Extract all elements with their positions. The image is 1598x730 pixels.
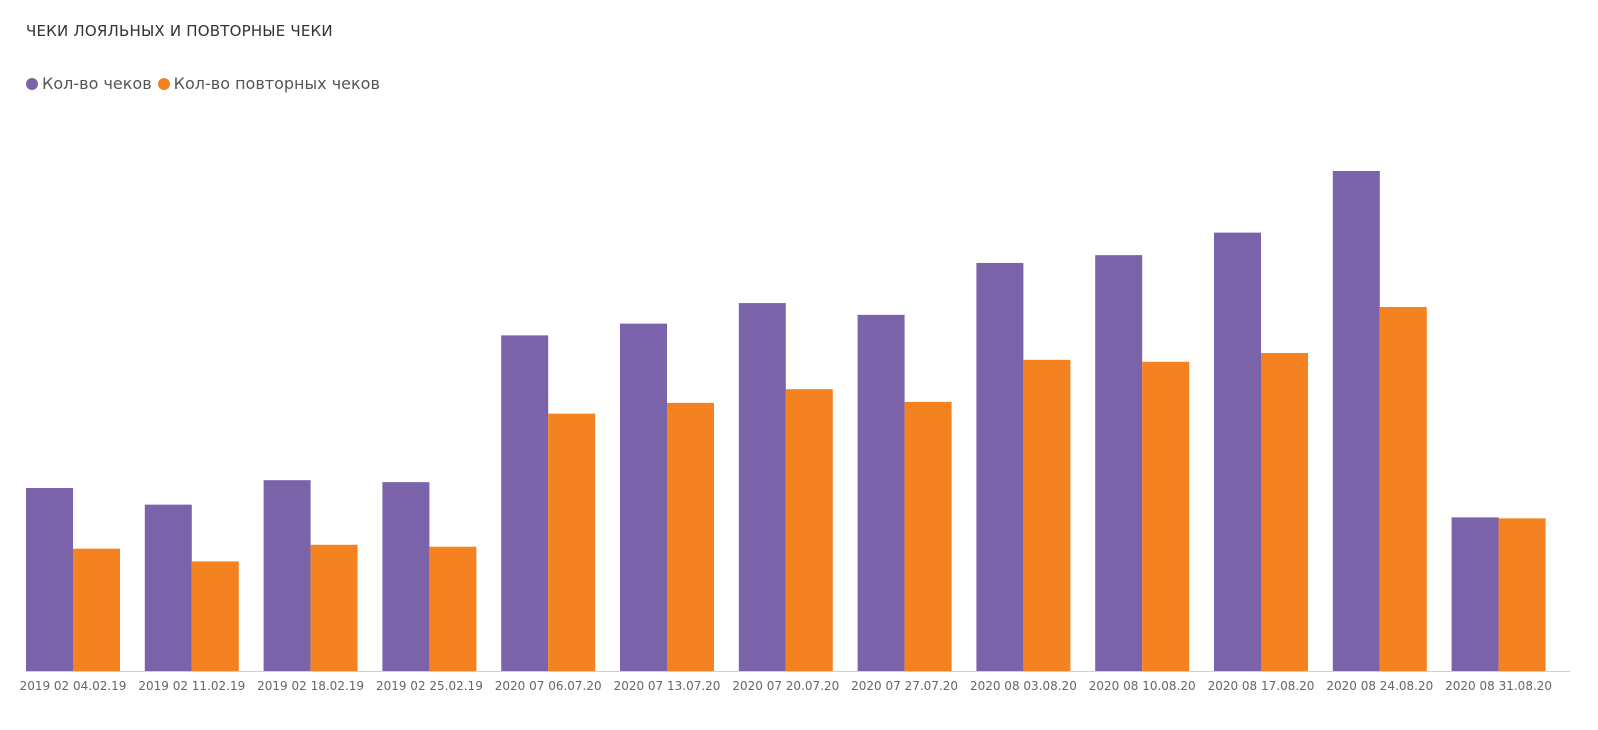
bar-series-1-11[interactable]: [1214, 232, 1261, 671]
x-tick-label: 2019 02 04.02.19: [20, 679, 127, 693]
bar-series-1-12[interactable]: [1332, 170, 1380, 671]
bar-series-2-6[interactable]: [667, 402, 714, 671]
x-tick-label: 2020 08 31.08.20: [1445, 679, 1552, 693]
bar-series-1-9[interactable]: [976, 262, 1024, 671]
x-tick-label: 2020 08 24.08.20: [1326, 679, 1433, 693]
legend-item-series-2[interactable]: Кол-во повторных чеков: [157, 74, 380, 93]
bar-series-1-7[interactable]: [738, 303, 786, 671]
legend-swatch-series-1: [26, 77, 38, 90]
x-tick-label: 2020 08 03.08.20: [970, 679, 1077, 693]
bar-series-2-4[interactable]: [429, 546, 477, 671]
bars-layer: [26, 170, 1546, 671]
bar-series-1-2[interactable]: [144, 504, 192, 671]
x-tick-label: 2020 07 27.07.20: [851, 679, 958, 693]
legend-swatch-series-2: [157, 77, 170, 90]
x-tick-label: 2019 02 25.02.19: [376, 679, 483, 693]
bar-series-2-5[interactable]: [548, 413, 596, 671]
bar-series-1-8[interactable]: [857, 314, 905, 671]
x-tick-label: 2020 07 20.07.20: [732, 679, 839, 693]
legend-label-series-1: Кол-во чеков: [42, 74, 152, 93]
bar-series-2-10[interactable]: [1142, 361, 1190, 671]
bar-series-2-3[interactable]: [310, 544, 358, 671]
x-tick-label: 2020 07 13.07.20: [614, 679, 721, 693]
bar-series-1-1[interactable]: [26, 488, 73, 671]
x-tick-label: 2019 02 18.02.19: [257, 679, 364, 693]
x-tick-label: 2020 08 10.08.20: [1089, 679, 1196, 693]
x-tick-label: 2020 08 17.08.20: [1208, 679, 1315, 693]
bar-series-2-13[interactable]: [1498, 518, 1546, 671]
x-tick-labels: 2019 02 04.02.19 2019 02 11.02.19 2019 02 …: [20, 679, 1552, 693]
bar-series-2-2[interactable]: [191, 561, 239, 671]
bar-series-2-9[interactable]: [1023, 359, 1071, 671]
legend-item-series-1[interactable]: Кол-во чеков: [26, 74, 152, 93]
bar-series-1-4[interactable]: [382, 482, 430, 671]
bar-series-1-5[interactable]: [501, 335, 549, 671]
bar-series-1-6[interactable]: [620, 323, 667, 671]
bar-series-1-10[interactable]: [1095, 255, 1143, 671]
chart-legend: Кол-во чеков Кол-во повторных чеков: [26, 74, 386, 93]
x-tick-label: 2019 02 11.02.19: [138, 679, 245, 693]
bar-series-2-8[interactable]: [904, 401, 952, 671]
bar-series-2-11[interactable]: [1261, 352, 1308, 671]
legend-label-series-2: Кол-во повторных чеков: [173, 74, 380, 93]
bar-series-1-13[interactable]: [1451, 517, 1499, 671]
bar-series-2-7[interactable]: [785, 389, 833, 671]
bar-series-2-12[interactable]: [1379, 306, 1427, 671]
bar-series-2-1[interactable]: [73, 548, 120, 671]
x-tick-label: 2020 07 06.07.20: [495, 679, 602, 693]
chart-title: ЧЕКИ ЛОЯЛЬНЫХ И ПОВТОРНЫЕ ЧЕКИ: [26, 22, 333, 40]
bar-series-1-3[interactable]: [263, 480, 311, 671]
